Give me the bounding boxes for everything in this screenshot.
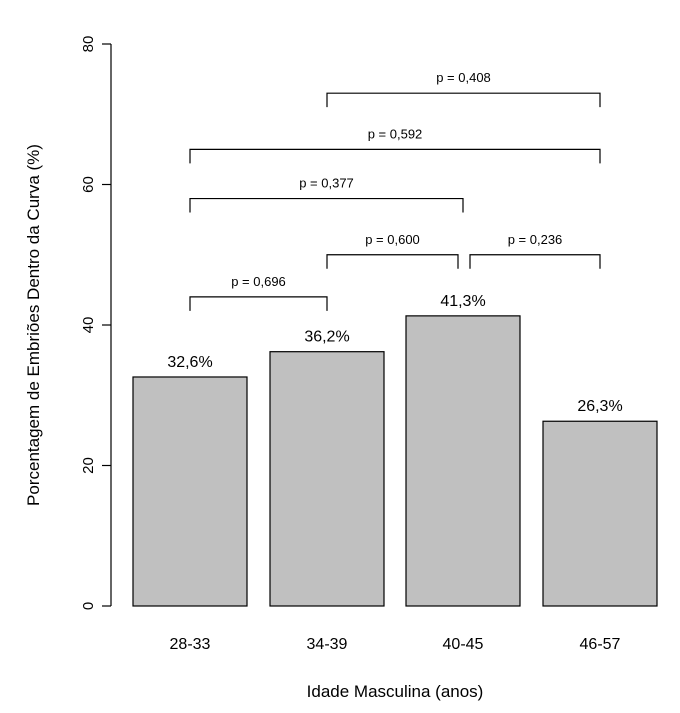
significance-bracket	[326, 92, 601, 108]
significance-brackets: p = 0,696 p = 0,600 p = 0,236 p = 0,377 p = …	[189, 70, 601, 311]
y-tick-label: 40	[80, 317, 97, 334]
p-value-label: p = 0,600	[365, 232, 420, 247]
x-tick-label: 40-45	[443, 636, 484, 653]
p-value-label: p = 0,408	[436, 70, 491, 85]
y-tick-label: 80	[80, 36, 97, 53]
bar-value-label: 41,3%	[440, 293, 485, 310]
significance-bracket	[469, 254, 601, 269]
significance-bracket	[189, 148, 601, 164]
bar-value-label: 26,3%	[577, 398, 622, 415]
y-tick-label: 60	[80, 176, 97, 193]
bar	[269, 351, 385, 607]
significance-bracket	[189, 296, 328, 311]
y-tick-label: 0	[80, 602, 97, 610]
x-tick-label: 28-33	[170, 636, 211, 653]
bar	[132, 376, 248, 607]
p-value-label: p = 0,696	[231, 274, 286, 289]
y-tick-label: 20	[80, 457, 97, 474]
y-axis: 0 20 40 60 80	[80, 36, 112, 610]
x-tick-label: 46-57	[580, 636, 621, 653]
bar-value-label: 36,2%	[304, 329, 349, 346]
significance-bracket	[326, 254, 459, 269]
bars	[132, 315, 658, 607]
p-value-label: p = 0,236	[508, 232, 563, 247]
p-value-label: p = 0,377	[299, 176, 354, 191]
x-tick-label: 34-39	[307, 636, 348, 653]
bar	[405, 315, 521, 607]
bar-value-label: 32,6%	[167, 354, 212, 371]
x-axis-title: Idade Masculina (anos)	[307, 682, 484, 701]
bar-value-labels: 32,6% 36,2% 41,3% 26,3%	[167, 293, 622, 415]
significance-bracket	[189, 197, 464, 213]
y-axis-title: Porcentagem de Embriões Dentro da Curva …	[24, 144, 43, 506]
p-value-label: p = 0,592	[368, 126, 423, 141]
bar	[542, 420, 658, 607]
x-tick-labels: 28-33 34-39 40-45 46-57	[170, 636, 621, 653]
